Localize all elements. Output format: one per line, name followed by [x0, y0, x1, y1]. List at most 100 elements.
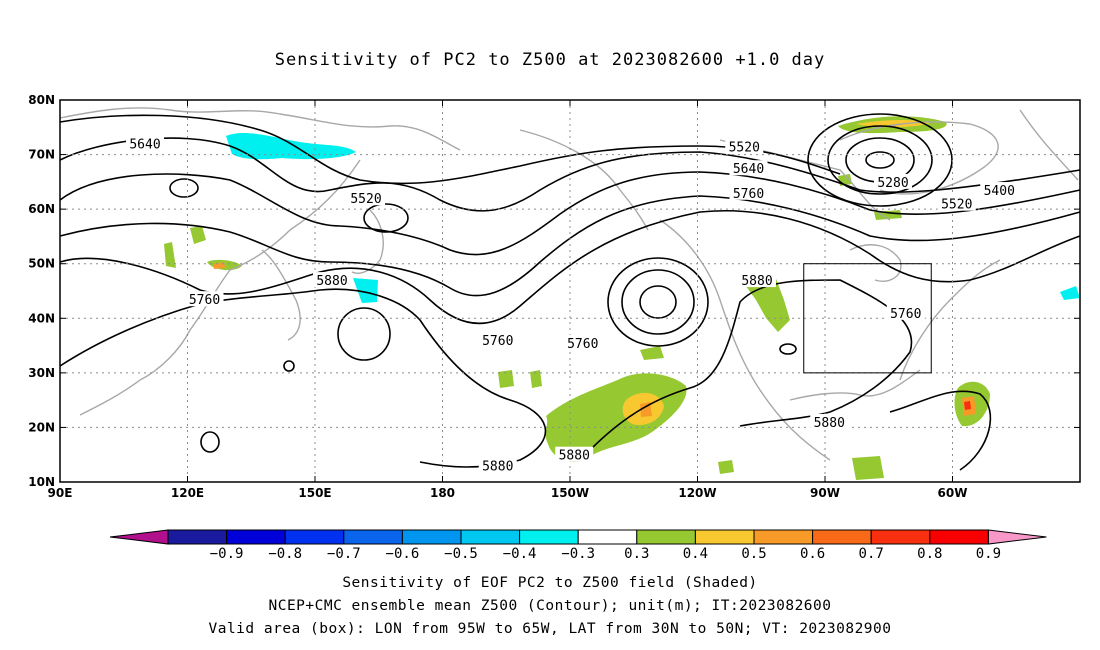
- contour-5880-east: [589, 279, 913, 451]
- caption-contour: NCEP+CMC ensemble mean Z500 (Contour); u…: [268, 598, 832, 614]
- colorbar-label: −0.3: [561, 546, 595, 562]
- colorbar-label: 0.9: [976, 546, 1001, 562]
- colorbar-label: −0.8: [268, 546, 302, 562]
- contour-label: 5280: [877, 176, 908, 191]
- lon-label: 150E: [298, 486, 331, 500]
- contour-label: 5760: [482, 334, 513, 349]
- lat-label: 10N: [28, 475, 55, 489]
- contour-label-bg: [980, 182, 1019, 198]
- lon-label: 60W: [938, 486, 968, 500]
- latitude-labels: 80N 70N 60N 50N 40N 30N 20N 10N: [28, 93, 1080, 489]
- lon-label: 120W: [678, 486, 716, 500]
- contour-label: 5760: [567, 337, 598, 352]
- contour-low-greenland-2: [827, 125, 933, 195]
- colorbar-swatch: [812, 529, 872, 545]
- colorbar-swatch: [753, 529, 814, 545]
- contour-5760-south: [59, 209, 1081, 325]
- contour-5880-south: [59, 288, 547, 468]
- colorbar-left-tip: [109, 529, 169, 545]
- contour-low-pacific-1: [607, 257, 709, 347]
- colorbar-label: −0.9: [210, 546, 244, 562]
- lon-label: 180: [430, 486, 455, 500]
- colorbar-label: −0.6: [386, 546, 420, 562]
- contour-label-bg: [874, 173, 912, 189]
- lat-label: 80N: [28, 93, 55, 107]
- lat-label: 30N: [28, 366, 55, 380]
- contour-label-bg: [810, 413, 849, 429]
- contour-label-layer: 5640 5520 5520 5640 5760 5280 5400 5520 5760 5880…: [126, 135, 1019, 475]
- contour-5640-mid: [59, 171, 1081, 256]
- lat-label: 40N: [28, 311, 55, 325]
- coast-kamchatka: [351, 209, 384, 274]
- colorbar-label: 0.6: [800, 546, 825, 562]
- shade-green-pac2: [498, 370, 514, 388]
- coast-us-east: [899, 259, 1001, 381]
- contour-label: 5760: [733, 187, 764, 202]
- coast-europe: [1019, 109, 1079, 181]
- colorbar-swatch: [694, 529, 755, 545]
- contour-small-3: [779, 343, 797, 355]
- contour-label: 5520: [350, 192, 381, 207]
- shade-green-usa: [740, 276, 790, 332]
- contour-5760-mid: [59, 195, 1081, 297]
- valid-area-box: [803, 263, 932, 374]
- shade-green-small2: [164, 242, 176, 268]
- colorbar-label: −0.5: [444, 546, 478, 562]
- contour-label: 5880: [482, 460, 513, 475]
- colorbar-swatch: [284, 529, 345, 545]
- colorbar-label: 0.5: [741, 546, 766, 562]
- colorbar-swatch: [460, 529, 521, 545]
- coast-siberia: [59, 107, 461, 151]
- contour-5640-north: [59, 114, 841, 185]
- contour-low-pacific-2: [621, 269, 695, 335]
- lon-label: 90E: [48, 486, 73, 500]
- lon-label: 120E: [171, 486, 204, 500]
- shade-orange-hawaii: [640, 402, 652, 417]
- contour-label-bg: [478, 332, 517, 348]
- caption-shading: Sensitivity of EOF PC2 to Z500 field (Sh…: [342, 575, 758, 591]
- colorbar-right-tip: [987, 529, 1047, 545]
- contour-label-bg: [729, 184, 768, 200]
- lat-label: 20N: [28, 420, 55, 434]
- lon-label: 90W: [810, 486, 840, 500]
- contour-label: 5520: [729, 140, 760, 155]
- coast-alaska: [519, 129, 649, 231]
- contour-label-bg: [185, 291, 224, 307]
- colorbar-swatch: [343, 529, 403, 545]
- shade-cyan-pacific: [353, 278, 378, 303]
- lat-label: 50N: [28, 257, 55, 271]
- contour-label-bg: [126, 135, 164, 151]
- colorbar: −0.9 −0.8 −0.7 −0.6 −0.5 −0.4 −0.3 0.3 0.4 0.5 0.6…: [109, 529, 1047, 562]
- colorbar-swatch: [401, 529, 462, 545]
- contour-label: 5760: [890, 307, 921, 322]
- contour-label-bg: [555, 446, 594, 462]
- contour-label: 5880: [814, 416, 845, 431]
- caption-valid-area: Valid area (box): LON from 95W to 65W, L…: [208, 621, 892, 637]
- colorbar-swatch: [167, 529, 228, 545]
- lat-label: 70N: [28, 148, 55, 162]
- lat-label: 60N: [28, 202, 55, 216]
- shade-green-carib: [852, 456, 884, 480]
- shade-green-pac3: [530, 370, 542, 388]
- coast-hudson: [849, 244, 902, 282]
- contour-label-bg: [347, 190, 385, 206]
- contour-label: 5400: [984, 184, 1015, 199]
- colorbar-swatch: [577, 529, 638, 545]
- coast-gulf: [789, 369, 921, 401]
- shade-green-small1: [190, 226, 206, 244]
- contour-low-siberia: [169, 178, 199, 198]
- contour-low-pacific-3: [639, 285, 677, 319]
- colorbar-swatch: [636, 529, 696, 545]
- contour-label-bg: [725, 138, 764, 154]
- colorbar-label: −0.4: [503, 546, 537, 562]
- shade-cyan-siberia: [226, 132, 356, 160]
- contour-label: 5880: [741, 274, 772, 289]
- contour-label: 5640: [733, 162, 764, 177]
- contour-label: 5520: [941, 198, 972, 213]
- contour-label-bg: [729, 160, 768, 176]
- contour-label-bg: [937, 195, 976, 211]
- contour-5520: [59, 137, 1081, 212]
- contour-label-bg: [478, 457, 517, 473]
- contour-5880-atlantic: [889, 390, 992, 471]
